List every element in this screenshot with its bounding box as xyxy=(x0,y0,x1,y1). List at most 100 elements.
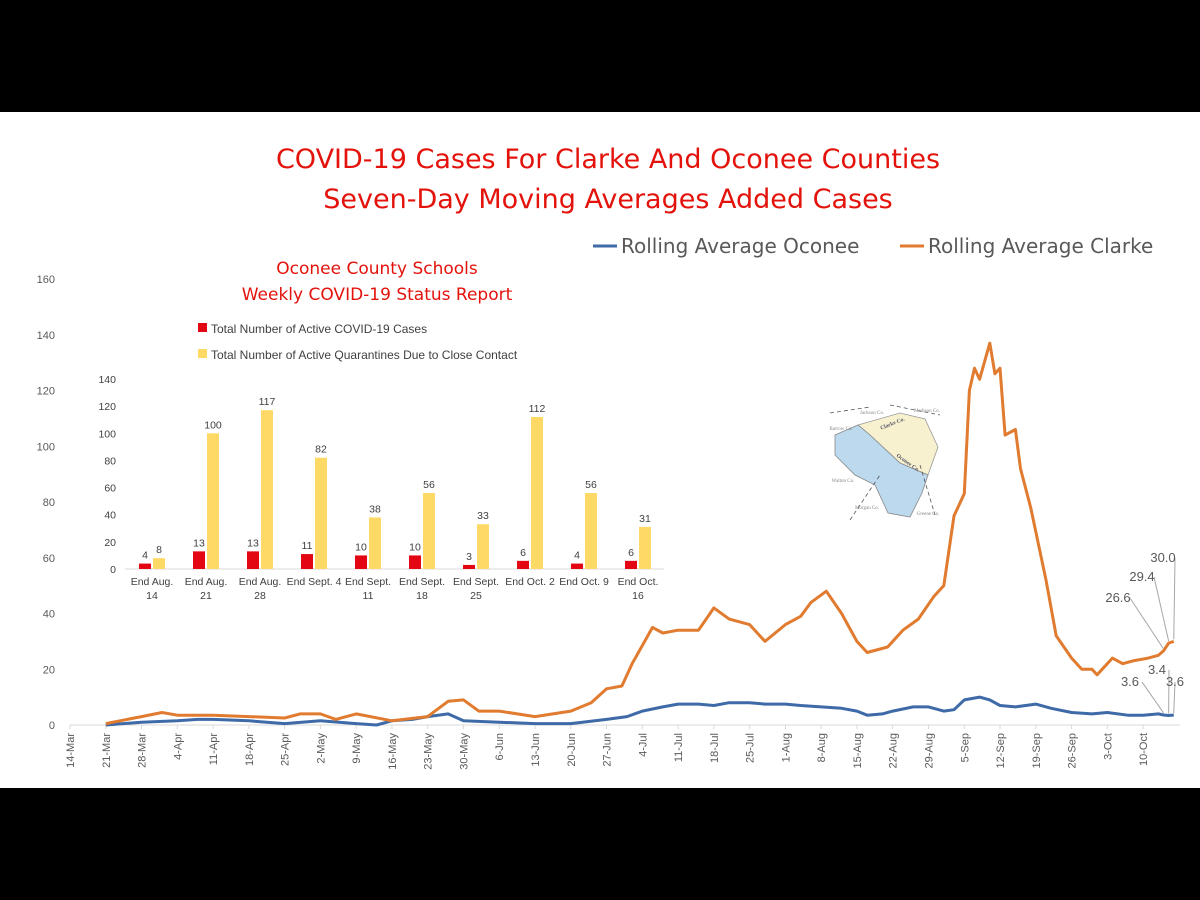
map-label-madison: Madison Co. xyxy=(914,409,940,414)
inset-x-tick-label: End Oct. xyxy=(618,576,659,588)
x-tick-label: 18-Jul xyxy=(709,733,721,763)
x-tick-label: 30-May xyxy=(458,733,470,770)
x-tick-label: 4-Jul xyxy=(637,733,649,757)
x-tick-label: 5-Sep xyxy=(959,733,971,762)
x-tick-label: 1-Aug xyxy=(780,733,792,762)
inset-legend-swatch-quarantines xyxy=(198,349,207,358)
inset-x-tick-label: 21 xyxy=(200,590,212,602)
bar-data-label: 33 xyxy=(477,510,489,522)
inset-y-tick-label: 120 xyxy=(98,401,116,413)
x-tick-label: 12-Sep xyxy=(995,733,1007,768)
data-label: 26.6 xyxy=(1105,590,1130,605)
bar-quarantines xyxy=(207,433,219,569)
inset-x-tick-label: End Aug. xyxy=(185,576,228,588)
data-label: 29.4 xyxy=(1129,569,1154,584)
inset-x-tick-label: 18 xyxy=(416,590,428,602)
x-tick-label: 9-May xyxy=(351,733,363,764)
inset-y-tick-label: 80 xyxy=(104,455,116,467)
bar-data-label: 6 xyxy=(628,547,634,559)
bar-data-label: 8 xyxy=(156,544,162,556)
inset-x-tick-label: End Sept. 4 xyxy=(287,576,342,588)
bar-data-label: 38 xyxy=(369,503,381,515)
inset-y-tick-label: 0 xyxy=(110,564,116,576)
inset-y-tick-label: 100 xyxy=(98,428,116,440)
x-tick-label: 18-Apr xyxy=(244,733,256,766)
legend-label-oconee: Rolling Average Oconee xyxy=(621,234,859,258)
bar-data-label: 10 xyxy=(409,541,421,553)
bar-data-label: 56 xyxy=(423,479,435,491)
inset-x-tick-label: 11 xyxy=(363,590,374,602)
inset-legend-label-quarantines: Total Number of Active Quarantines Due t… xyxy=(211,348,518,362)
inset-x-tick-label: 25 xyxy=(470,590,482,602)
x-tick-label: 14-Mar xyxy=(65,733,77,768)
inset-x-tick-label: 28 xyxy=(254,590,266,602)
inset-x-tick-label: End Sept. xyxy=(399,576,445,588)
bar-cases xyxy=(463,564,475,569)
x-tick-label: 8-Aug xyxy=(816,733,828,762)
x-tick-label: 22-Aug xyxy=(888,733,900,768)
y-tick-label: 120 xyxy=(37,386,55,398)
data-label: 30.0 xyxy=(1150,550,1175,565)
annotation-leader xyxy=(1173,681,1176,713)
inset-x-tick-label: End Oct. 9 xyxy=(559,576,609,588)
bar-quarantines xyxy=(369,517,381,569)
y-tick-label: 60 xyxy=(43,553,55,565)
inset-subtitle: Weekly COVID-19 Status Report xyxy=(242,285,513,305)
bar-data-label: 56 xyxy=(585,479,597,491)
x-tick-label: 4-Apr xyxy=(172,733,184,760)
inset-bar-chart: Oconee County Schools Weekly COVID-19 St… xyxy=(98,259,664,602)
x-tick-label: 16-May xyxy=(387,733,399,770)
bar-cases xyxy=(517,560,529,569)
bar-data-label: 4 xyxy=(142,550,148,562)
data-label: 3.6 xyxy=(1166,674,1184,689)
inset-legend-swatch-cases xyxy=(198,323,207,332)
bar-quarantines xyxy=(153,558,165,569)
inset-x-tick-label: End Aug. xyxy=(131,576,174,588)
series-line-clarke xyxy=(105,341,1175,726)
map-label-jackson: Jackson Co. xyxy=(860,411,884,416)
x-tick-label: 26-Sep xyxy=(1067,733,1079,768)
bar-data-label: 82 xyxy=(315,444,327,456)
inset-y-tick-label: 60 xyxy=(104,483,116,495)
x-tick-label: 25-Jul xyxy=(745,733,757,763)
inset-x-tick-label: 14 xyxy=(146,590,158,602)
x-tick-label: 29-Aug xyxy=(923,733,935,768)
y-tick-label: 80 xyxy=(43,497,55,509)
x-tick-label: 19-Sep xyxy=(1031,733,1043,768)
inset-y-tick-label: 20 xyxy=(104,537,116,549)
inset-y-tick-label: 140 xyxy=(98,374,116,386)
x-tick-label: 23-May xyxy=(423,733,435,770)
bar-cases xyxy=(139,563,151,569)
bar-quarantines xyxy=(531,417,543,569)
y-tick-label: 20 xyxy=(43,664,55,676)
series-line-oconee xyxy=(105,695,1174,727)
bar-cases xyxy=(193,551,205,569)
x-tick-label: 3-Oct xyxy=(1102,733,1114,760)
bar-cases xyxy=(625,560,637,569)
y-tick-label: 160 xyxy=(37,274,55,286)
inset-x-tick-label: End Sept. xyxy=(453,576,499,588)
y-tick-label: 40 xyxy=(43,609,55,621)
bar-data-label: 31 xyxy=(639,513,651,525)
bar-cases xyxy=(571,563,583,569)
bar-quarantines xyxy=(639,526,651,569)
bar-data-label: 13 xyxy=(247,537,259,549)
bar-quarantines xyxy=(261,410,273,569)
inset-legend-label-cases: Total Number of Active COVID-19 Cases xyxy=(211,322,427,336)
legend: Rolling Average Oconee Rolling Average C… xyxy=(593,234,1153,258)
annotation-leader xyxy=(1173,557,1176,640)
map-label-greene: Greene Co. xyxy=(917,512,940,517)
inset-x-tick-label: 16 xyxy=(632,590,644,602)
inset-x-tick-label: End Sept. xyxy=(345,576,391,588)
annotation-leader xyxy=(1153,576,1170,642)
bar-data-label: 10 xyxy=(355,541,367,553)
bar-quarantines xyxy=(477,524,489,569)
bar-quarantines xyxy=(585,493,597,569)
x-tick-label: 10-Oct xyxy=(1138,733,1150,766)
x-tick-label: 28-Mar xyxy=(137,733,149,768)
chart-title: COVID-19 Cases For Clarke And Oconee Cou… xyxy=(276,144,940,175)
map-label-walton: Walton Co. xyxy=(832,479,855,484)
bar-data-label: 100 xyxy=(204,419,222,431)
y-tick-label: 140 xyxy=(37,330,55,342)
chart-subtitle: Seven-Day Moving Averages Added Cases xyxy=(323,184,893,215)
